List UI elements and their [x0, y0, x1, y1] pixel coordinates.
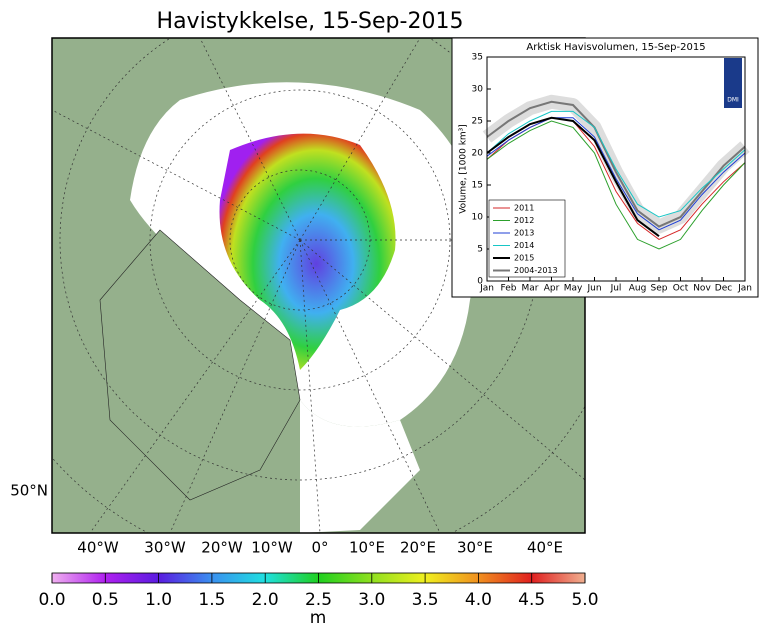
- sea-ice: [219, 133, 396, 370]
- colorbar-unit: m: [310, 608, 327, 628]
- legend-label: 2004-2013: [514, 266, 558, 275]
- lon-label: 0°: [311, 539, 328, 557]
- ocean-atlantic: [300, 400, 420, 533]
- colorbar-tick-label: 1.0: [145, 590, 172, 610]
- lon-label: 40°E: [527, 539, 563, 557]
- y-tick-label: 30: [472, 85, 484, 95]
- colorbar-tick-label: 1.5: [198, 590, 225, 610]
- colorbar-tick-label: 3.0: [358, 590, 385, 610]
- lon-label: 10°W: [251, 539, 293, 557]
- colorbar-tick-label: 4.0: [465, 590, 492, 610]
- y-tick-label: 15: [472, 181, 483, 191]
- series-line: [486, 117, 746, 231]
- colorbar-tick-label: 0.5: [92, 590, 119, 610]
- logo-text: DMI: [727, 97, 739, 104]
- lon-label: 20°E: [400, 539, 436, 557]
- colorbar-tick-label: 3.5: [412, 590, 439, 610]
- legend-label: 2015: [514, 254, 534, 263]
- series-line: [486, 110, 746, 218]
- legend-label: 2014: [514, 241, 534, 250]
- greenland: [99, 229, 301, 501]
- inset-title: Arktisk Havisvolumen, 15-Sep-2015: [526, 42, 705, 53]
- x-tick-label: Jan: [479, 284, 494, 294]
- x-tick-label: Sep: [651, 284, 668, 294]
- y-tick-label: 25: [472, 117, 483, 127]
- x-tick-label: Apr: [544, 284, 560, 294]
- x-tick-label: May: [564, 284, 583, 294]
- x-tick-label: Oct: [673, 284, 689, 294]
- colorbar-tick-label: 2.0: [252, 590, 279, 610]
- x-tick-label: Jun: [586, 284, 601, 294]
- y-tick-label: 35: [472, 53, 483, 63]
- map-title: Havistykkelse, 15-Sep-2015: [157, 9, 464, 34]
- series-line: [486, 116, 660, 238]
- y-axis-label: Volume, [1000 km³]: [459, 124, 469, 214]
- series-line: [486, 100, 746, 228]
- plot-frame: [486, 56, 746, 282]
- y-tick-label: 20: [472, 149, 484, 159]
- colorbar-tick-label: 0.0: [38, 590, 65, 610]
- legend: [488, 199, 566, 278]
- y-tick-label: 10: [472, 213, 484, 223]
- lon-label: 20°W: [201, 539, 243, 557]
- x-tick-label: Mar: [522, 284, 539, 294]
- x-tick-label: Nov: [693, 284, 711, 294]
- lon-label: 30°W: [144, 539, 186, 557]
- colorbar-tick-label: 2.5: [305, 590, 332, 610]
- colorbar-tick-label: 4.5: [518, 590, 545, 610]
- x-tick-label: Jul: [610, 284, 622, 294]
- legend-label: 2012: [514, 216, 534, 225]
- lat-label: 50°N: [10, 482, 48, 500]
- lon-label: 10°E: [349, 539, 385, 557]
- x-tick-label: Feb: [501, 284, 517, 294]
- x-tick-label: Aug: [629, 284, 647, 294]
- series-line: [486, 120, 746, 250]
- x-tick-label: Jan: [737, 284, 752, 294]
- logo: [724, 58, 742, 108]
- lon-label: 30°E: [457, 539, 493, 557]
- x-tick-label: Dec: [715, 284, 732, 294]
- lon-label: 40°W: [77, 539, 119, 557]
- legend-label: 2011: [514, 204, 534, 213]
- y-tick-label: 5: [477, 245, 483, 255]
- y-tick-label: 0: [477, 277, 483, 287]
- legend-label: 2013: [514, 229, 534, 238]
- colorbar-tick-label: 5.0: [571, 590, 598, 610]
